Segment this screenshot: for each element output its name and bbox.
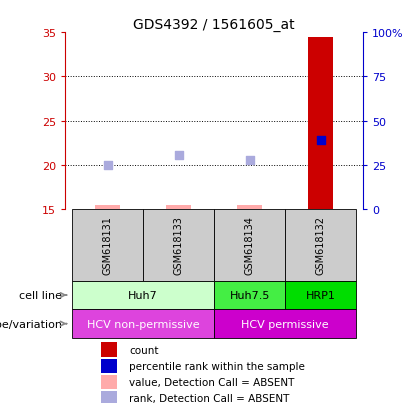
Bar	[72, 310, 214, 338]
Bar	[285, 210, 356, 281]
Text: HRP1: HRP1	[306, 290, 336, 300]
Text: GSM618133: GSM618133	[174, 216, 184, 275]
Text: count: count	[129, 345, 159, 355]
Bar	[214, 281, 285, 310]
Bar	[214, 210, 285, 281]
Bar	[166, 205, 191, 210]
Bar	[101, 359, 117, 373]
Text: value, Detection Call = ABSENT: value, Detection Call = ABSENT	[129, 377, 294, 387]
Bar	[143, 210, 214, 281]
Text: Huh7: Huh7	[129, 290, 158, 300]
Text: rank, Detection Call = ABSENT: rank, Detection Call = ABSENT	[129, 393, 289, 403]
Text: HCV permissive: HCV permissive	[241, 319, 329, 329]
Bar	[101, 391, 117, 405]
Text: genotype/variation: genotype/variation	[0, 319, 62, 329]
Point	[247, 157, 253, 164]
Bar	[101, 343, 117, 357]
Text: GSM618134: GSM618134	[245, 216, 255, 275]
Text: HCV non-permissive: HCV non-permissive	[87, 319, 200, 329]
Bar	[72, 210, 143, 281]
Point	[104, 162, 111, 169]
Text: percentile rank within the sample: percentile rank within the sample	[129, 361, 305, 371]
Bar	[285, 281, 356, 310]
Bar	[214, 310, 356, 338]
Point	[318, 138, 324, 144]
Text: Huh7.5: Huh7.5	[229, 290, 270, 300]
Bar	[237, 205, 262, 210]
Bar	[95, 205, 120, 210]
Bar	[101, 375, 117, 389]
Text: cell line: cell line	[19, 290, 62, 300]
Title: GDS4392 / 1561605_at: GDS4392 / 1561605_at	[134, 18, 295, 32]
Text: GSM618132: GSM618132	[316, 216, 326, 275]
Bar	[308, 38, 333, 210]
Point	[175, 152, 182, 159]
Text: GSM618131: GSM618131	[103, 216, 113, 275]
Bar	[72, 281, 214, 310]
